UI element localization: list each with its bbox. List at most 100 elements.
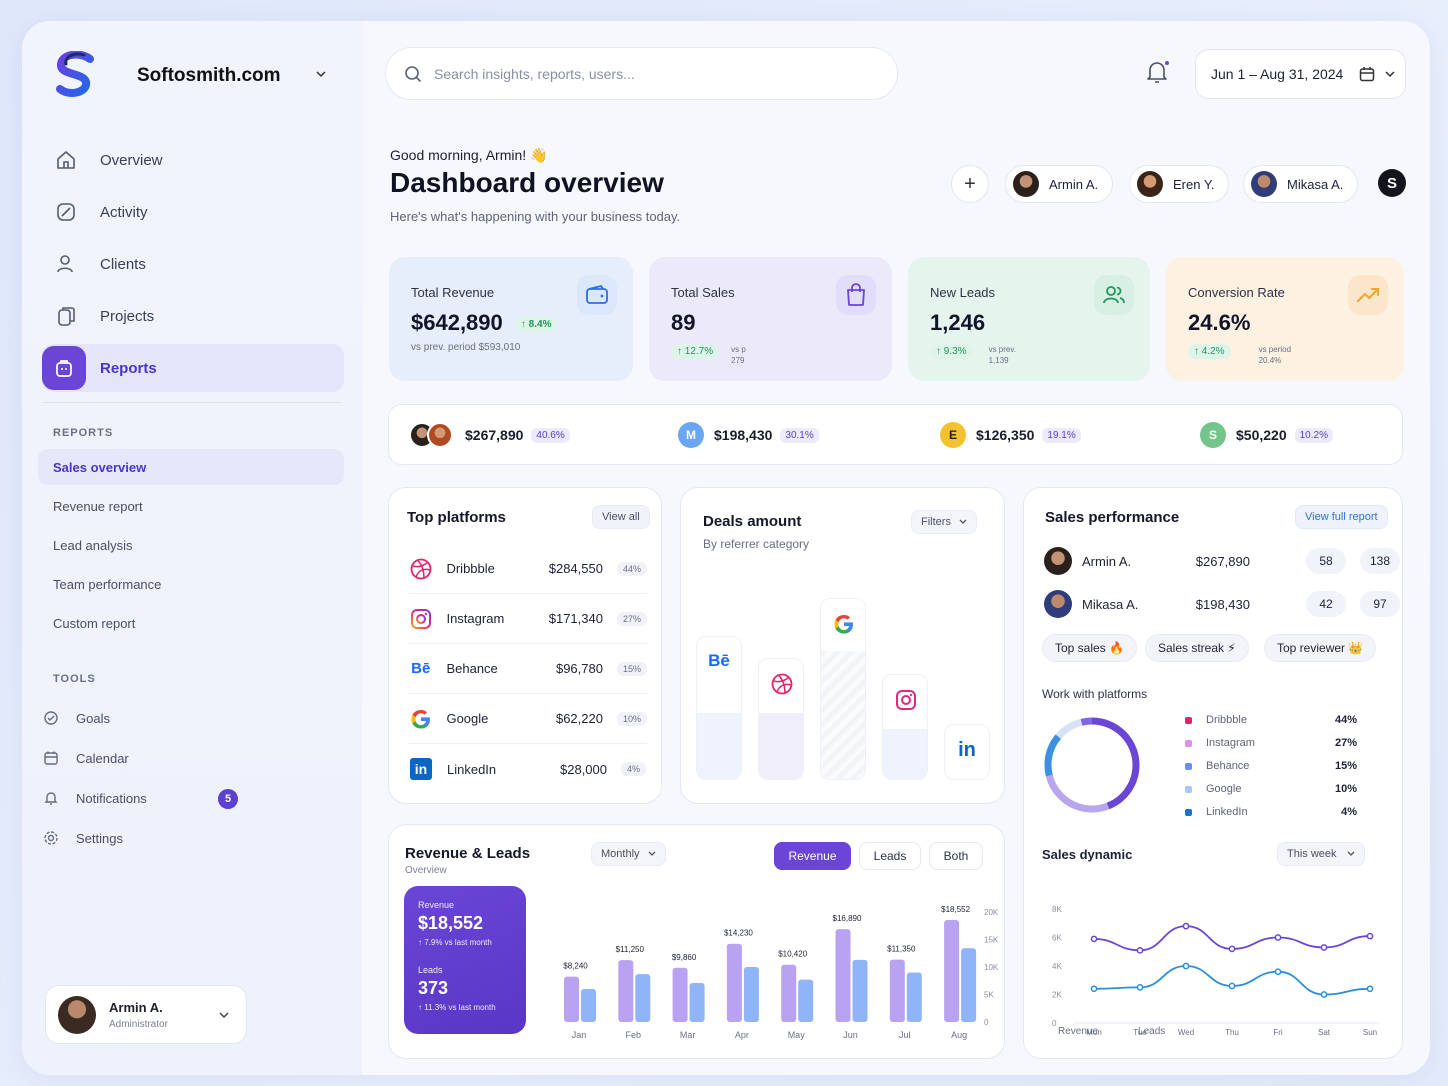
deal-column-instagram[interactable]: [882, 674, 928, 780]
filters-button[interactable]: Filters: [911, 510, 977, 534]
nav-item-reports[interactable]: Reports: [42, 344, 344, 392]
platform-row[interactable]: Bē Behance $96,780 15%: [409, 644, 647, 694]
nav-item-overview[interactable]: Overview: [42, 136, 344, 184]
submenu-lead-analysis[interactable]: Lead analysis: [53, 537, 133, 553]
series-point[interactable]: [1320, 944, 1328, 951]
series-point[interactable]: [1182, 922, 1190, 930]
tool-calendar[interactable]: Calendar: [42, 738, 272, 778]
deals-count: 42: [1306, 591, 1346, 617]
tab-both[interactable]: Both: [929, 842, 983, 870]
platform-row[interactable]: Dribbble $284,550 44%: [409, 544, 647, 594]
revenue-bar[interactable]: [618, 960, 634, 1022]
revenue-bar[interactable]: [672, 967, 688, 1022]
submenu-team-performance[interactable]: Team performance: [53, 576, 162, 592]
gear-icon: [42, 829, 60, 847]
nav-item-activity[interactable]: Activity: [42, 188, 344, 236]
leads-bar[interactable]: [961, 948, 977, 1022]
revenue-bar[interactable]: [835, 929, 851, 1022]
y-tick-label: 6K: [1052, 934, 1062, 943]
referrer-item[interactable]: E $126,350 19.1%: [940, 422, 1081, 448]
series-point[interactable]: [1274, 968, 1282, 976]
deal-column-linkedin[interactable]: in: [944, 724, 990, 780]
sales-performance-card: Sales performance View full report Armin…: [1023, 487, 1403, 1059]
revenue-bar[interactable]: [564, 976, 579, 1022]
sales-performance-row[interactable]: Armin A. $267,890 58 138: [1044, 546, 1400, 576]
series-point[interactable]: [1366, 985, 1374, 993]
deal-column-behance[interactable]: Bē: [696, 636, 742, 780]
deal-column-google[interactable]: [820, 598, 866, 780]
search-bar[interactable]: Search insights, reports, users...: [385, 47, 898, 100]
tab-revenue[interactable]: Revenue: [774, 842, 851, 870]
user-profile-card[interactable]: Armin A. Administrator: [45, 985, 247, 1044]
revenue-bar[interactable]: [726, 943, 742, 1022]
leads-bar[interactable]: [635, 974, 651, 1022]
stat-card-conversion-rate: Conversion Rate 24.6% ↑ 4.2% vs period 20…: [1166, 257, 1404, 381]
series-point[interactable]: [1228, 945, 1236, 953]
range-dropdown[interactable]: This week: [1277, 842, 1365, 866]
notifications-button[interactable]: [1145, 59, 1171, 87]
submenu-custom-report[interactable]: Custom report: [53, 615, 136, 631]
leads-bar[interactable]: [798, 979, 814, 1022]
x-tick-label: Jul: [899, 1030, 911, 1040]
linkedin-icon: in: [409, 757, 433, 781]
view-full-report-button[interactable]: View full report: [1295, 505, 1388, 529]
tag-top-sales[interactable]: Top sales 🔥: [1042, 634, 1137, 662]
platform-row[interactable]: Instagram $171,340 27%: [409, 594, 647, 644]
tools-menu: Goals Calendar Notifications 5 Settings: [42, 698, 272, 858]
tag-sales-streak[interactable]: Sales streak ⚡: [1145, 634, 1249, 662]
revenue-bar[interactable]: [781, 964, 797, 1022]
team-member-pill[interactable]: Eren Y.: [1129, 165, 1230, 203]
leads-bar[interactable]: [581, 989, 596, 1022]
chevron-down-icon[interactable]: [316, 69, 326, 79]
donut-slice[interactable]: [1044, 717, 1140, 813]
leads-bar[interactable]: [852, 959, 868, 1022]
leads-bar[interactable]: [743, 967, 759, 1022]
series-point[interactable]: [1136, 984, 1144, 991]
referrer-item[interactable]: M $198,430 30.1%: [678, 422, 819, 448]
team-member-pill[interactable]: Armin A.: [1005, 165, 1114, 203]
target-icon: [42, 709, 60, 727]
series-point[interactable]: [1182, 962, 1190, 970]
search-input[interactable]: Search insights, reports, users...: [434, 65, 635, 82]
date-range-picker[interactable]: Jun 1 – Aug 31, 2024: [1195, 49, 1406, 99]
tool-settings[interactable]: Settings: [42, 818, 272, 858]
series-point[interactable]: [1090, 985, 1098, 993]
series-point[interactable]: [1228, 982, 1236, 990]
platform-row[interactable]: Google $62,220 10%: [409, 694, 647, 744]
team-member-pill[interactable]: Mikasa A.: [1243, 165, 1359, 203]
tag-top-reviewer[interactable]: Top reviewer 👑: [1264, 634, 1377, 662]
add-member-button[interactable]: +: [951, 165, 989, 203]
brand[interactable]: Softosmith.com: [54, 51, 326, 99]
leads-bar[interactable]: [689, 982, 705, 1022]
series-point[interactable]: [1274, 934, 1282, 941]
platform-row[interactable]: in LinkedIn $28,000 4%: [409, 744, 647, 794]
referrer-item[interactable]: S $50,220 10.2%: [1200, 422, 1333, 448]
revenue-bar[interactable]: [889, 959, 905, 1022]
submenu-sales-overview[interactable]: Sales overview: [38, 449, 344, 485]
nav-item-clients[interactable]: Clients: [42, 240, 344, 288]
tool-goals[interactable]: Goals: [42, 698, 272, 738]
avatar: [427, 422, 453, 448]
referrer-item[interactable]: $267,890 40.6%: [409, 422, 570, 448]
donut-slice[interactable]: [1044, 717, 1140, 813]
submenu-revenue-report[interactable]: Revenue report: [53, 498, 143, 514]
bar-value-label: $10,420: [778, 950, 807, 959]
series-point[interactable]: [1136, 946, 1144, 954]
series-point[interactable]: [1320, 991, 1328, 998]
platform-percent: 4%: [621, 762, 647, 776]
donut-slice[interactable]: [1044, 717, 1140, 813]
leads-bar[interactable]: [906, 972, 922, 1023]
series-point[interactable]: [1366, 932, 1374, 940]
sales-performance-row[interactable]: Mikasa A. $198,430 42 97: [1044, 589, 1400, 619]
nav-item-projects[interactable]: Projects: [42, 292, 344, 340]
period-dropdown[interactable]: Monthly: [591, 842, 666, 866]
avatar: [1137, 171, 1163, 197]
revenue-bar[interactable]: [944, 919, 960, 1022]
tab-leads[interactable]: Leads: [859, 842, 921, 870]
view-all-button[interactable]: View all: [592, 505, 650, 529]
tool-notifications[interactable]: Notifications 5: [42, 778, 272, 818]
sidebar: Softosmith.com Overview Activity Clients…: [22, 21, 362, 1075]
deal-column-dribbble[interactable]: [758, 658, 804, 780]
series-point[interactable]: [1090, 935, 1098, 943]
account-badge[interactable]: S: [1378, 169, 1406, 197]
